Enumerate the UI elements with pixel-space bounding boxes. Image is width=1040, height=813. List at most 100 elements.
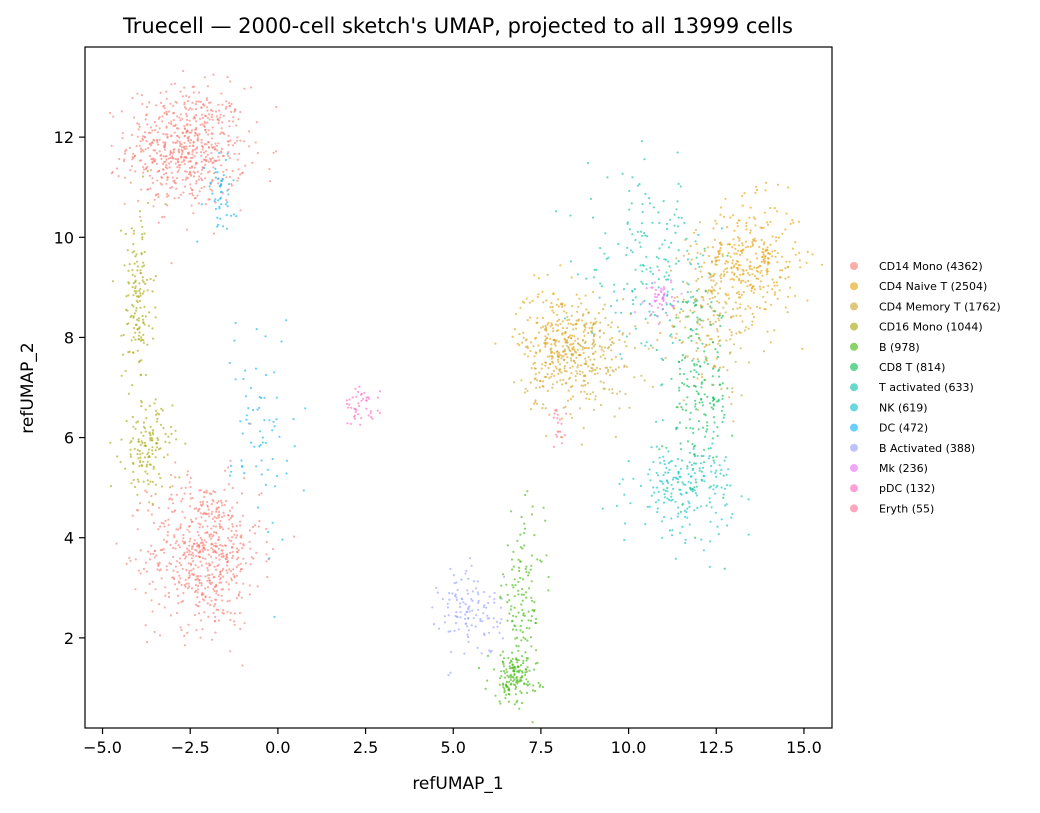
data-point <box>167 595 171 599</box>
data-point <box>157 195 160 199</box>
data-point <box>150 494 153 498</box>
data-point <box>698 467 701 470</box>
data-point <box>189 107 192 110</box>
data-point <box>730 334 733 337</box>
x-axis-label: refUMAP_1 <box>412 774 503 794</box>
data-point <box>506 593 509 597</box>
data-point <box>521 631 524 634</box>
data-point <box>233 612 237 615</box>
series-1 <box>494 181 824 405</box>
data-point <box>665 479 669 482</box>
data-point <box>143 441 146 444</box>
data-point <box>535 649 538 652</box>
data-point <box>227 514 230 517</box>
data-point <box>205 98 208 102</box>
data-point <box>570 353 573 357</box>
data-point <box>221 154 224 157</box>
data-point <box>628 228 632 231</box>
data-point <box>629 249 633 252</box>
data-point <box>556 353 559 356</box>
data-point <box>720 273 723 276</box>
data-point <box>168 166 171 169</box>
data-point <box>715 357 718 360</box>
data-point <box>208 573 211 577</box>
data-point <box>527 619 530 622</box>
data-point <box>147 147 150 150</box>
data-point <box>593 276 596 279</box>
data-point <box>715 222 718 225</box>
data-point <box>556 417 559 420</box>
data-point <box>194 132 197 135</box>
data-point <box>501 661 504 664</box>
data-point <box>175 438 178 441</box>
data-point <box>204 163 207 167</box>
data-point <box>616 299 619 302</box>
data-point <box>712 488 715 491</box>
data-point <box>170 122 173 126</box>
data-point <box>631 251 634 254</box>
data-point <box>166 530 169 534</box>
data-point <box>695 363 698 366</box>
data-point <box>175 528 178 531</box>
data-point <box>174 547 177 550</box>
data-point <box>172 104 175 107</box>
data-point <box>522 662 525 665</box>
data-point <box>520 379 523 382</box>
data-point <box>199 123 202 126</box>
data-point <box>351 396 354 399</box>
data-point <box>712 404 716 407</box>
data-point <box>579 407 582 410</box>
data-point <box>695 408 698 411</box>
data-point <box>542 403 545 406</box>
data-point <box>205 562 208 565</box>
data-point <box>700 265 703 268</box>
data-point <box>751 320 754 323</box>
data-point <box>225 569 228 572</box>
data-point <box>743 329 747 332</box>
data-point <box>562 406 565 409</box>
data-point <box>724 504 727 507</box>
data-point <box>683 509 687 512</box>
data-point <box>216 501 219 504</box>
data-point <box>591 347 594 350</box>
data-point <box>673 224 676 227</box>
data-point <box>205 143 208 146</box>
data-point <box>678 389 681 392</box>
data-point <box>820 263 824 266</box>
data-point <box>746 245 750 248</box>
data-point <box>162 522 165 525</box>
data-point <box>198 133 201 136</box>
data-point <box>670 534 674 537</box>
data-point <box>145 570 148 573</box>
data-point <box>754 274 757 278</box>
data-point <box>514 687 517 691</box>
data-point <box>432 623 436 626</box>
data-point <box>665 446 668 449</box>
data-point <box>191 192 194 195</box>
data-point <box>203 495 206 498</box>
data-point <box>714 320 717 323</box>
data-point <box>506 544 509 547</box>
data-point <box>677 182 680 185</box>
data-point <box>467 617 470 620</box>
data-point <box>745 225 748 228</box>
data-point <box>188 505 191 508</box>
data-point <box>535 352 538 355</box>
data-point <box>686 315 689 318</box>
x-tick-label: −5.0 <box>83 738 122 757</box>
data-point <box>482 632 486 635</box>
data-point <box>689 481 693 484</box>
data-point <box>160 183 163 186</box>
data-point <box>137 440 140 443</box>
data-point <box>682 310 685 313</box>
data-point <box>200 541 204 544</box>
data-point <box>167 507 170 510</box>
data-point <box>551 305 554 309</box>
data-point <box>185 123 188 126</box>
data-point <box>466 633 469 636</box>
data-point <box>757 277 760 280</box>
data-point <box>192 554 195 557</box>
data-point <box>506 674 509 677</box>
data-point <box>656 306 660 309</box>
data-point <box>550 302 553 305</box>
